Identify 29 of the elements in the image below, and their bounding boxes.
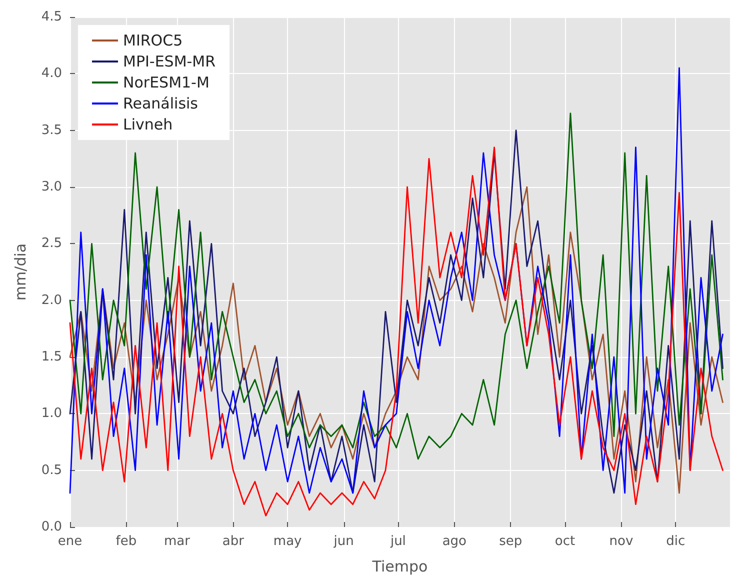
x-tick-label: oct — [554, 534, 576, 549]
y-tick-label: 4.5 — [41, 10, 62, 24]
x-axis-title: Tiempo — [371, 558, 428, 576]
y-tick-label: 2.5 — [41, 236, 62, 252]
x-tick-label: nov — [609, 534, 634, 549]
y-tick-label: 3.5 — [41, 122, 62, 138]
x-tick-label: feb — [116, 534, 137, 549]
x-tick-label: dic — [666, 534, 686, 549]
y-tick-label: 1.5 — [41, 350, 62, 364]
x-tick-label: jun — [332, 534, 354, 549]
legend-label: MPI-ESM-MR — [123, 52, 216, 70]
x-tick-label: ene — [58, 534, 82, 549]
x-tick-label: sep — [499, 534, 522, 549]
y-axis-title: mm/dia — [12, 243, 30, 301]
y-tick-label: 0.0 — [41, 520, 62, 534]
y-tick-label: 3.0 — [41, 180, 62, 194]
x-tick-label: jul — [389, 534, 406, 549]
y-tick-label: 2.0 — [41, 292, 62, 308]
y-tick-label: 0.5 — [41, 462, 62, 478]
legend-label: Reanálisis — [123, 94, 198, 112]
x-tick-label: mar — [164, 534, 191, 549]
x-tick-label: abr — [222, 534, 245, 549]
x-tick-label: may — [273, 534, 302, 549]
x-tick-label: ago — [442, 534, 467, 549]
legend-label: NorESM1-M — [123, 74, 210, 92]
y-tick-label: 4.0 — [41, 66, 62, 82]
legend-label: MIROC5 — [123, 32, 183, 50]
legend-label: Livneh — [123, 116, 173, 134]
y-tick-label: 1.0 — [41, 406, 62, 422]
